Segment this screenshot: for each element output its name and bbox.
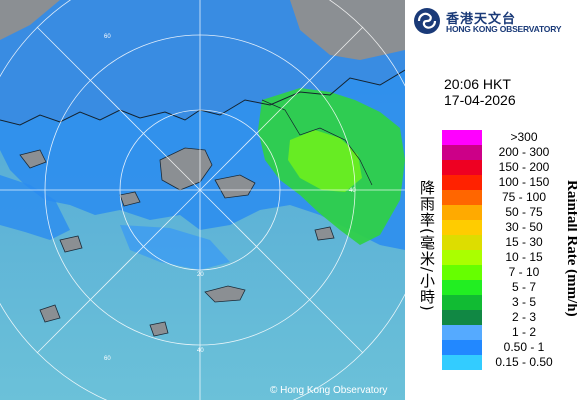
legend-swatch: [442, 160, 482, 175]
ring-label: 60: [104, 34, 111, 40]
coastline: [0, 69, 405, 126]
rain-light-patch-west: [0, 175, 70, 240]
legend-swatch: [442, 235, 482, 250]
legend-swatch: [442, 325, 482, 340]
legend-item: 50 - 75: [442, 205, 572, 220]
legend-label: 200 - 300: [498, 145, 550, 159]
legend-item: 10 - 15: [442, 250, 572, 265]
legend-item: 0.15 - 0.50: [442, 355, 572, 370]
hko-swirl-icon: [414, 8, 440, 34]
legend-item: 30 - 50: [442, 220, 572, 235]
legend-item: 7 - 10: [442, 265, 572, 280]
legend-swatch: [442, 355, 482, 370]
legend-item: 200 - 300: [442, 145, 572, 160]
land-island-d: [204, 285, 246, 303]
spoke-sw: [36, 189, 201, 354]
legend-item: 0.50 - 1: [442, 340, 572, 355]
legend-label: 75 - 100: [501, 190, 547, 204]
range-ring-labels: 60 40 20 40 60: [104, 34, 356, 362]
radar-map: 60 40 20 40 60: [0, 0, 405, 400]
legend-label: 2 - 3: [511, 310, 536, 324]
land-lantau: [159, 147, 213, 191]
legend-item: 5 - 7: [442, 280, 572, 295]
legend-label: 7 - 10: [508, 265, 540, 279]
land-island-e: [149, 321, 169, 337]
observation-time: 20:06 HKT: [444, 76, 511, 92]
rain-heavy-core: [288, 130, 362, 192]
hko-logo[interactable]: 香港天文台 HONG KONG OBSERVATORY: [412, 6, 572, 36]
ring-label: 60: [104, 356, 111, 362]
legend-item: 75 - 100: [442, 190, 572, 205]
legend-label: 10 - 15: [505, 250, 543, 264]
legend-item: 100 - 150: [442, 175, 572, 190]
logo-text-en: HONG KONG OBSERVATORY: [446, 24, 562, 34]
legend-label: 0.50 - 1: [503, 340, 545, 354]
legend-swatch: [442, 250, 482, 265]
spoke-se: [199, 189, 364, 354]
legend-swatch: [442, 220, 482, 235]
legend-title-en: Rainfall Rate (mm/h): [564, 180, 577, 317]
land-island-a: [19, 149, 47, 169]
legend-swatch: [442, 340, 482, 355]
side-panel: [405, 0, 577, 400]
observation-date: 17-04-2026: [444, 92, 516, 108]
legend-swatch: [442, 145, 482, 160]
legend-swatch: [442, 130, 482, 145]
legend-label: 0.15 - 0.50: [495, 355, 553, 369]
copyright-notice: © Hong Kong Observatory: [270, 385, 388, 396]
land-island-c: [39, 304, 61, 323]
legend-label: 15 - 30: [505, 235, 543, 249]
spoke-ne: [199, 26, 364, 191]
legend-swatch: [442, 190, 482, 205]
legend-swatch: [442, 205, 482, 220]
legend-label: 50 - 75: [505, 205, 543, 219]
legend-label: 5 - 7: [511, 280, 536, 294]
land-hk-island: [214, 174, 256, 199]
legend-item: 1 - 2: [442, 325, 572, 340]
ring-label: 40: [349, 188, 356, 194]
ring-label: 40: [197, 348, 204, 354]
land-island-g: [119, 191, 141, 207]
land-island-f: [314, 226, 335, 241]
legend-label: 100 - 150: [498, 175, 550, 189]
legend-swatch: [442, 280, 482, 295]
legend-title-zh: 降雨率(毫米/小時): [418, 180, 436, 312]
legend-item: 15 - 30: [442, 235, 572, 250]
legend-item: >300: [442, 130, 572, 145]
legend-label: >300: [510, 130, 538, 144]
district-boundary: [261, 99, 373, 186]
legend-item: 2 - 3: [442, 310, 572, 325]
legend-label: 3 - 5: [511, 295, 536, 309]
land-island-b: [59, 235, 83, 253]
legend-swatch: [442, 175, 482, 190]
legend-label: 30 - 50: [505, 220, 543, 234]
legend-item: 3 - 5: [442, 295, 572, 310]
legend-swatch: [442, 265, 482, 280]
legend-swatch: [442, 310, 482, 325]
rain-light-patch-south: [120, 225, 230, 270]
range-rings: [0, 0, 405, 400]
logo-text-zh: 香港天文台: [446, 12, 517, 27]
legend-item: 150 - 200: [442, 160, 572, 175]
legend-swatch: [442, 295, 482, 310]
ring-label: 20: [197, 272, 204, 278]
legend-label: 1 - 2: [511, 325, 536, 339]
spoke-nw: [36, 26, 201, 191]
legend-label: 150 - 200: [498, 160, 550, 174]
